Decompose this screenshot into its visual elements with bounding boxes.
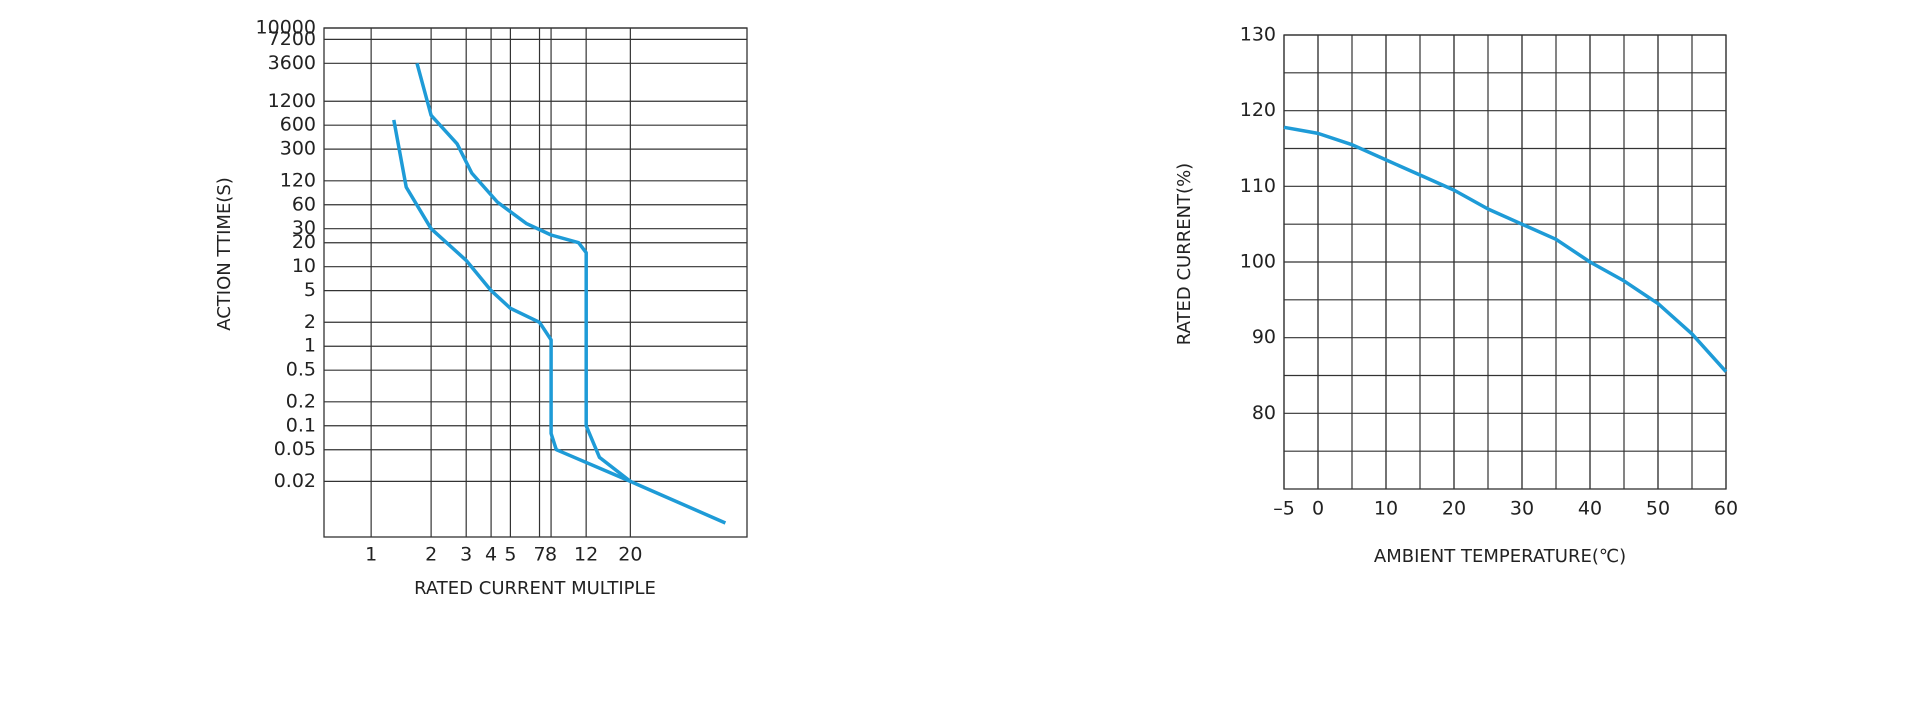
x-tick-label: 30 xyxy=(1510,498,1534,520)
y-tick-label: 0.2 xyxy=(286,390,316,412)
plot-frame xyxy=(323,27,748,538)
y-tick-label: 5 xyxy=(304,279,316,301)
x-tick-label: 4 xyxy=(485,544,497,566)
x-tick-label: –5 xyxy=(1273,498,1295,520)
y-tick-label: 100 xyxy=(1240,251,1276,273)
y-axis-title: ACTION TTIME(S) xyxy=(214,177,235,331)
y-tick-label: 30 xyxy=(292,217,316,239)
x-tick-label: 3 xyxy=(460,544,472,566)
x-tick-label: 12 xyxy=(574,544,598,566)
x-axis-title: RATED CURRENT MULTIPLE xyxy=(414,578,656,599)
x-tick-label: 50 xyxy=(1646,498,1670,520)
y-tick-label: 120 xyxy=(280,169,316,191)
y-tick-label: 10 xyxy=(292,255,316,277)
data-line xyxy=(1283,125,1728,373)
x-tick-label: 5 xyxy=(504,544,516,566)
x-tick-label: 20 xyxy=(618,544,642,566)
y-tick-label: 90 xyxy=(1252,326,1276,348)
y-tick-label: 600 xyxy=(280,114,316,136)
y-tick-label: 2 xyxy=(304,311,316,333)
x-tick-label: 7 xyxy=(533,544,545,566)
y-tick-label: 7200 xyxy=(268,28,316,50)
x-tick-label: 20 xyxy=(1442,498,1466,520)
y-tick-label: 20 xyxy=(292,231,316,253)
y-tick-label: 1 xyxy=(304,335,316,357)
y-axis-title: RATED CURRENT(%) xyxy=(1174,163,1195,345)
y-tick-label: 1200 xyxy=(268,90,316,112)
x-tick-label: 40 xyxy=(1578,498,1602,520)
y-tick-label: 0.5 xyxy=(286,359,316,381)
y-tick-label: 120 xyxy=(1240,99,1276,121)
y-tick-label: 80 xyxy=(1252,402,1276,424)
y-tick-label: 3600 xyxy=(268,52,316,74)
x-tick-label: 10 xyxy=(1374,498,1398,520)
y-tick-label: 60 xyxy=(292,193,316,215)
x-tick-label: 2 xyxy=(425,544,437,566)
x-tick-label: 0 xyxy=(1312,498,1324,520)
y-tick-label: 110 xyxy=(1240,175,1276,197)
x-axis-title: AMBIENT TEMPERATURE(℃) xyxy=(1374,546,1626,567)
x-tick-label: 1 xyxy=(365,544,377,566)
x-tick-label: 8 xyxy=(545,544,557,566)
y-tick-label: 300 xyxy=(280,138,316,160)
y-tick-label: 0.1 xyxy=(286,414,316,436)
data-line xyxy=(392,119,727,525)
data-line xyxy=(415,62,632,483)
y-tick-label: 0.02 xyxy=(274,470,316,492)
y-tick-label: 130 xyxy=(1240,24,1276,46)
x-tick-label: 60 xyxy=(1714,498,1738,520)
y-tick-label: 0.05 xyxy=(274,438,316,460)
y-tick-label: 10000 xyxy=(256,17,316,39)
